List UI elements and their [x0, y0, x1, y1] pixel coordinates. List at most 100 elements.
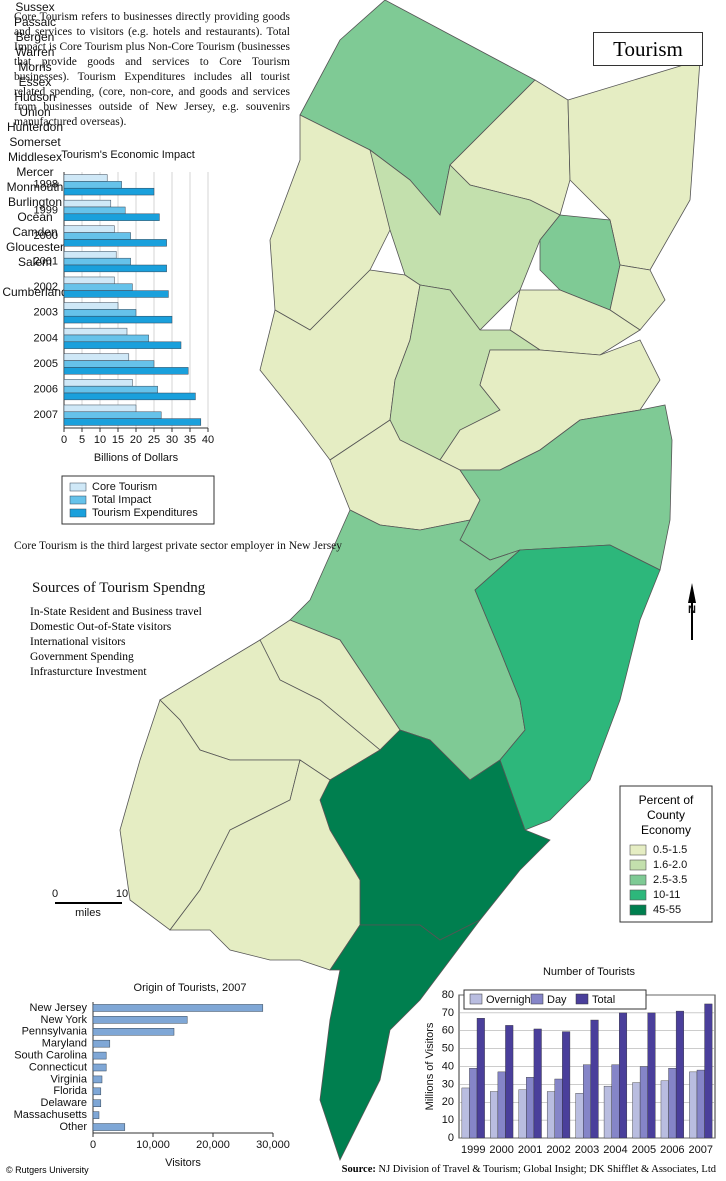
- county-label: Camden: [12, 225, 58, 239]
- source-item: Government Spending: [30, 651, 134, 663]
- y-tick-label: 50: [442, 1043, 454, 1055]
- bar: [63, 411, 162, 419]
- county-label: Somerset: [9, 135, 61, 149]
- bar: [63, 327, 128, 336]
- legend-label: 0.5-1.5: [653, 844, 687, 856]
- county-label: Cumberland: [2, 285, 68, 299]
- y-tick-label: 2006: [34, 384, 58, 396]
- legend-swatch: [69, 495, 87, 505]
- x-tick-label: 30,000: [256, 1139, 290, 1151]
- y-tick-label: 0: [448, 1132, 454, 1144]
- employer-note: Core Tourism is the third largest privat…: [14, 540, 343, 552]
- legend-label: 2.5-3.5: [653, 874, 687, 886]
- x-tick-label: 2001: [518, 1144, 542, 1156]
- bar: [63, 174, 108, 182]
- bar: [639, 1066, 648, 1139]
- x-tick-label: 5: [79, 434, 85, 446]
- county: [319, 919, 481, 1162]
- legend-swatch: [629, 904, 647, 916]
- bar: [92, 1075, 103, 1084]
- source-label: Source:: [341, 1164, 376, 1175]
- y-tick-label: 2003: [34, 307, 58, 319]
- legend-swatch: [629, 859, 647, 871]
- x-tick-label: 20,000: [196, 1139, 230, 1151]
- legend-swatch: [530, 993, 544, 1005]
- x-tick-label: 2005: [632, 1144, 656, 1156]
- x-tick-label: 1999: [461, 1144, 485, 1156]
- y-tick-label: 2007: [34, 409, 58, 421]
- y-tick-label: 70: [442, 1007, 454, 1019]
- bar: [461, 1087, 470, 1139]
- bar: [92, 1063, 107, 1072]
- bar: [63, 309, 137, 317]
- county-label: Bergen: [15, 30, 55, 44]
- credit: © Rutgers University: [6, 1165, 89, 1175]
- bar: [63, 302, 119, 310]
- bar: [63, 199, 112, 208]
- legend-box: [61, 475, 215, 525]
- county-label: Cape May: [5, 300, 35, 329]
- bar: [63, 257, 131, 266]
- legend-title: Percent of County Economy: [638, 793, 694, 837]
- scale-label: 10: [116, 888, 128, 900]
- bar: [469, 1068, 478, 1139]
- x-tick-label: 10: [94, 434, 106, 446]
- y-tick-label: 1998: [34, 179, 58, 191]
- sources-list: In-State Resident and Business travel Dom…: [30, 605, 202, 680]
- chart-title: Origin of Tourists, 2007: [134, 982, 247, 994]
- y-tick-label: South Carolina: [14, 1049, 88, 1061]
- bar: [63, 315, 173, 324]
- x-tick-label: 15: [112, 434, 124, 446]
- x-tick-label: 2007: [689, 1144, 713, 1156]
- y-tick-label: Other: [59, 1121, 87, 1133]
- bar: [526, 1077, 535, 1139]
- bar: [63, 206, 126, 215]
- bar: [63, 283, 133, 291]
- legend-label: Tourism Expenditures: [92, 507, 198, 519]
- county-label: Essex: [18, 75, 52, 89]
- bar: [490, 1091, 499, 1139]
- bar: [668, 1068, 677, 1139]
- x-tick-label: 2004: [603, 1144, 627, 1156]
- y-tick-label: 30: [442, 1078, 454, 1090]
- county-label: Sussex: [15, 0, 55, 14]
- x-axis-label: Billions of Dollars: [94, 452, 179, 464]
- bar: [575, 1093, 584, 1139]
- sources-heading: Sources of Tourism Spendng: [32, 580, 206, 596]
- bar: [63, 334, 149, 343]
- legend-label: 45-55: [653, 904, 681, 916]
- y-tick-label: Virginia: [51, 1073, 88, 1085]
- y-tick-label: 1999: [34, 204, 58, 216]
- y-tick-label: New York: [41, 1014, 88, 1026]
- source-item: International visitors: [30, 636, 126, 648]
- x-tick-label: 2000: [489, 1144, 513, 1156]
- source-item: Domestic Out-of-State visitors: [30, 621, 172, 633]
- bar: [92, 1028, 175, 1036]
- y-tick-label: 80: [442, 989, 454, 1001]
- bar: [63, 290, 169, 298]
- bar: [92, 1111, 100, 1119]
- bar: [63, 239, 167, 247]
- y-tick-label: 2004: [34, 332, 58, 344]
- county-label: Mercer: [16, 165, 54, 179]
- county-label: Atlantic: [15, 270, 55, 284]
- source-item: In-State Resident and Business travel: [30, 606, 202, 618]
- bar: [63, 251, 117, 259]
- compass-label: N: [688, 604, 696, 616]
- bar: [63, 418, 202, 426]
- source-item: Infrasturcture Investment: [30, 666, 147, 678]
- county-label: Morris: [18, 60, 52, 74]
- legend-label: 10-11: [653, 889, 680, 901]
- scale-label: 0: [52, 888, 58, 900]
- y-tick-label: 40: [442, 1060, 454, 1072]
- compass-arrow: [688, 583, 696, 603]
- county-label: Union: [19, 105, 51, 119]
- y-tick-label: 2005: [34, 358, 58, 370]
- legend-label: Core Tourism: [92, 481, 157, 493]
- legend-swatch: [69, 508, 87, 518]
- legend-swatch: [629, 844, 647, 856]
- bar: [632, 1082, 641, 1139]
- bar: [63, 360, 155, 368]
